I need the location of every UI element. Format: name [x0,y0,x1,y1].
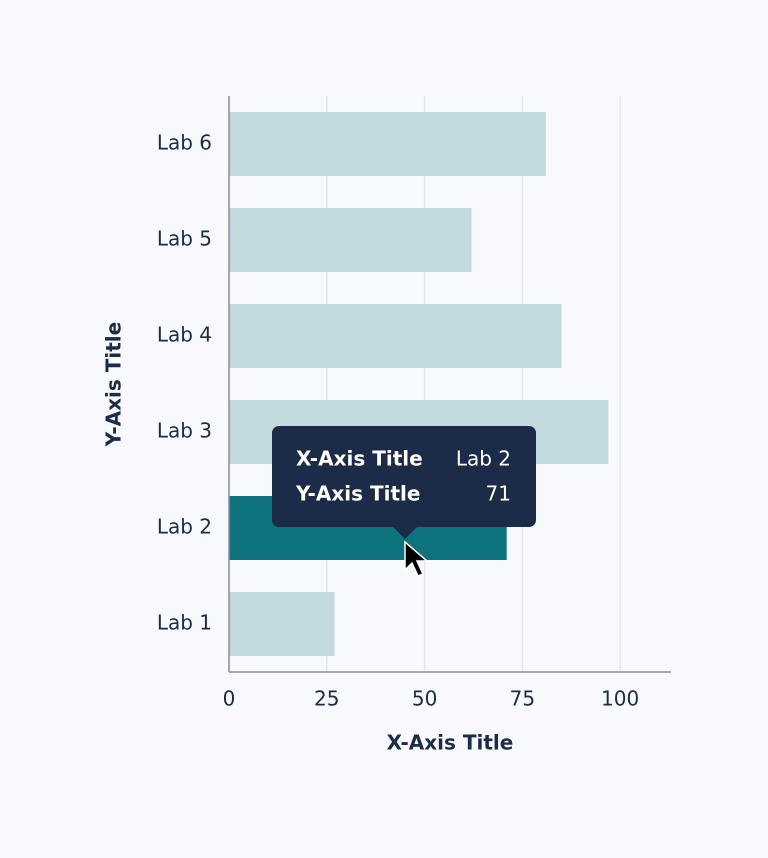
tooltip-value: 71 [486,482,511,506]
bar [229,592,335,656]
tooltip-box [272,426,536,527]
y-tick-label: Lab 2 [157,515,212,539]
y-tick-label: Lab 3 [157,419,212,443]
y-axis-title: Y-Axis Title [102,322,126,447]
tooltip-label: X-Axis Title [296,447,423,471]
x-tick-label: 25 [314,687,339,711]
plot: 0 25 50 75 100 Lab 1 Lab 2 Lab 3 Lab 4 Lab 5 Lab 6 [157,96,671,711]
x-tick-label: 100 [601,687,639,711]
y-tick-label: Lab 5 [157,227,212,251]
x-tick-label: 0 [223,687,236,711]
cursor [404,540,430,577]
x-tick-label: 75 [510,687,535,711]
tooltip-label: Y-Axis Title [295,482,420,506]
bar [229,304,562,368]
y-tick-label: Lab 6 [157,131,212,155]
y-tick-label: Lab 4 [157,323,212,347]
bar [229,112,546,176]
y-tick-label: Lab 1 [157,611,212,635]
bar [229,208,472,272]
x-axis-title: X-Axis Title [387,731,514,755]
tooltip: X-Axis Title Lab 2 Y-Axis Title 71 [272,426,536,539]
tooltip-value: Lab 2 [456,447,511,471]
x-tick-label: 50 [412,687,437,711]
tooltip-pointer [393,527,417,539]
